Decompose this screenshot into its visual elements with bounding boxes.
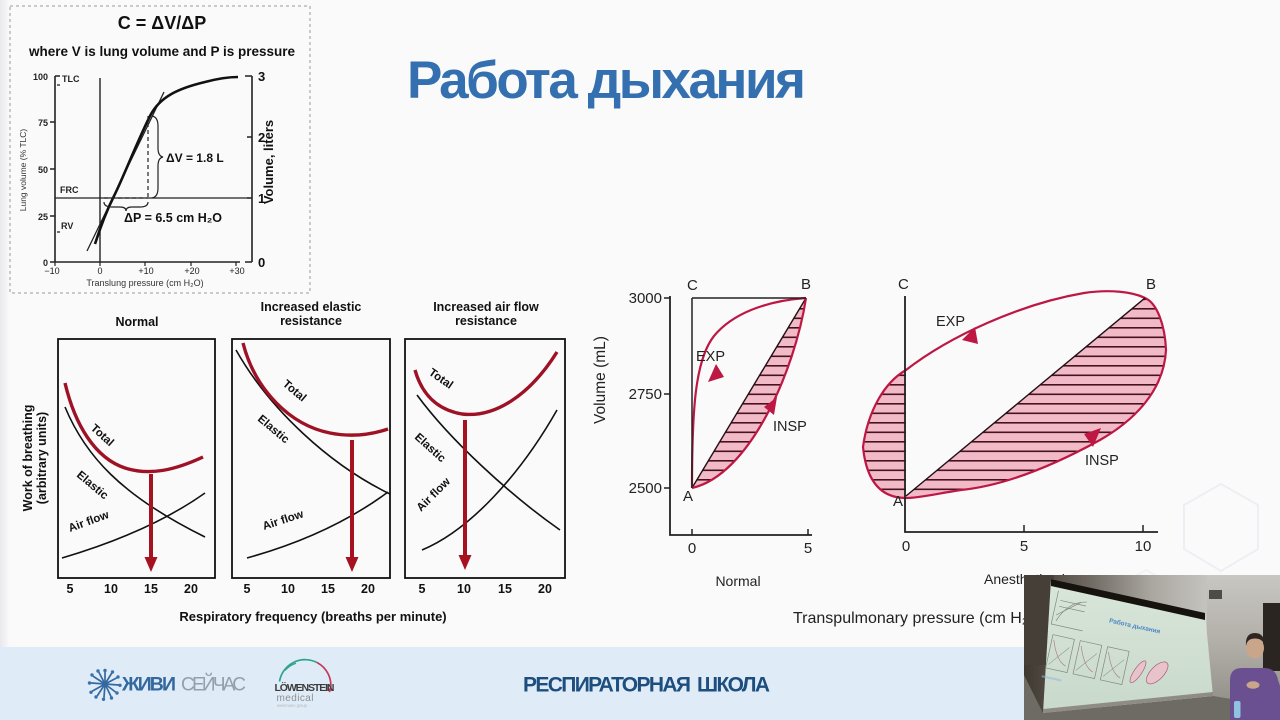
svg-text:C: C — [898, 276, 909, 293]
svg-text:Volume (mL): Volume (mL) — [592, 336, 609, 424]
svg-text:20: 20 — [361, 582, 375, 596]
svg-text:2: 2 — [258, 130, 265, 145]
svg-text:Air flow: Air flow — [261, 508, 305, 532]
svg-text:10: 10 — [104, 582, 118, 596]
svg-text:50: 50 — [38, 165, 48, 175]
svg-text:LÖWENSTEIN: LÖWENSTEIN — [275, 681, 335, 694]
svg-text:15: 15 — [144, 582, 158, 596]
svg-text:EXP: EXP — [696, 349, 725, 365]
svg-text:РЕСПИРАТОРНАЯ: РЕСПИРАТОРНАЯ — [523, 674, 691, 697]
svg-text:Volume, liters: Volume, liters — [261, 120, 276, 204]
svg-text:20: 20 — [184, 582, 198, 596]
svg-text:Total: Total — [280, 378, 308, 404]
svg-text:25: 25 — [38, 212, 48, 222]
svg-text:Elastic: Elastic — [412, 431, 448, 465]
svg-text:Air flow: Air flow — [415, 476, 453, 514]
svg-text:Total: Total — [426, 367, 455, 392]
svg-text:INSP: INSP — [1085, 453, 1119, 469]
svg-text:Air flow: Air flow — [67, 509, 111, 535]
svg-text:100: 100 — [33, 72, 48, 82]
svg-text:0: 0 — [258, 255, 265, 270]
svg-text:B: B — [801, 276, 811, 293]
svg-text:Transpulmonary pressure (cm H₂: Transpulmonary pressure (cm H₂O) — [793, 610, 1046, 627]
svg-text:5: 5 — [1020, 538, 1028, 555]
svg-text:EXP: EXP — [936, 314, 965, 330]
svg-text:10: 10 — [281, 582, 295, 596]
svg-text:RV: RV — [61, 221, 73, 231]
svg-text:5: 5 — [804, 540, 812, 557]
svg-text:+20: +20 — [184, 266, 199, 276]
svg-text:A: A — [893, 493, 903, 510]
svg-text:resistance: resistance — [280, 314, 342, 328]
svg-text:+10: +10 — [138, 266, 153, 276]
svg-text:0: 0 — [688, 540, 696, 557]
svg-text:Work of breathing: Work of breathing — [21, 405, 35, 512]
svg-text:Increased air flow: Increased air flow — [433, 300, 539, 314]
svg-text:Elastic: Elastic — [255, 413, 292, 446]
svg-text:3000: 3000 — [629, 290, 662, 307]
svg-text:15: 15 — [321, 582, 335, 596]
svg-text:(arbitrary units): (arbitrary units) — [35, 412, 49, 504]
svg-text:10: 10 — [1135, 538, 1152, 555]
svg-text:Normal: Normal — [115, 315, 158, 329]
svg-text:5: 5 — [244, 582, 251, 596]
svg-text:Respiratory frequency (breaths: Respiratory frequency (breaths per minut… — [179, 609, 446, 624]
svg-text:3: 3 — [258, 69, 265, 84]
svg-text:0: 0 — [97, 266, 102, 276]
svg-text:Translung pressure (cm H₂O): Translung pressure (cm H₂O) — [86, 278, 203, 288]
svg-text:2750: 2750 — [629, 386, 662, 403]
svg-text:2500: 2500 — [629, 480, 662, 497]
svg-text:5: 5 — [67, 582, 74, 596]
svg-text:TLC: TLC — [62, 74, 80, 84]
svg-text:Lung volume (% TLC): Lung volume (% TLC) — [18, 129, 28, 212]
svg-text:Normal: Normal — [715, 573, 760, 589]
svg-text:ШКОЛА: ШКОЛА — [697, 674, 770, 697]
svg-text:INSP: INSP — [773, 419, 807, 435]
svg-text:medical: medical — [277, 693, 314, 704]
svg-text:weinmann group: weinmann group — [277, 703, 308, 708]
svg-text:ΔV = 1.8 L: ΔV = 1.8 L — [166, 151, 224, 165]
svg-text:+30: +30 — [229, 266, 244, 276]
svg-text:0: 0 — [902, 538, 910, 555]
svg-text:C: C — [687, 277, 698, 294]
svg-text:1: 1 — [258, 191, 265, 206]
svg-text:A: A — [683, 488, 693, 505]
svg-text:10: 10 — [457, 582, 471, 596]
svg-text:Elastic: Elastic — [74, 469, 111, 502]
svg-text:FRC: FRC — [60, 185, 79, 195]
svg-text:20: 20 — [538, 582, 552, 596]
svg-text:−10: −10 — [44, 266, 59, 276]
svg-text:C = ΔV/ΔP: C = ΔV/ΔP — [118, 13, 206, 33]
svg-text:Increased elastic: Increased elastic — [261, 300, 362, 314]
svg-text:0: 0 — [43, 258, 48, 268]
svg-text:СЕЙЧАС: СЕЙЧАС — [181, 674, 246, 696]
svg-text:resistance: resistance — [455, 314, 517, 328]
svg-text:15: 15 — [498, 582, 512, 596]
svg-text:ЖИВИ: ЖИВИ — [121, 674, 176, 696]
svg-text:B: B — [1146, 276, 1156, 293]
svg-text:ΔP = 6.5 cm H₂O: ΔP = 6.5 cm H₂O — [124, 211, 222, 225]
svg-text:75: 75 — [38, 118, 48, 128]
svg-text:where V is lung volume and P i: where V is lung volume and P is pressure — [28, 44, 296, 59]
svg-text:5: 5 — [419, 582, 426, 596]
